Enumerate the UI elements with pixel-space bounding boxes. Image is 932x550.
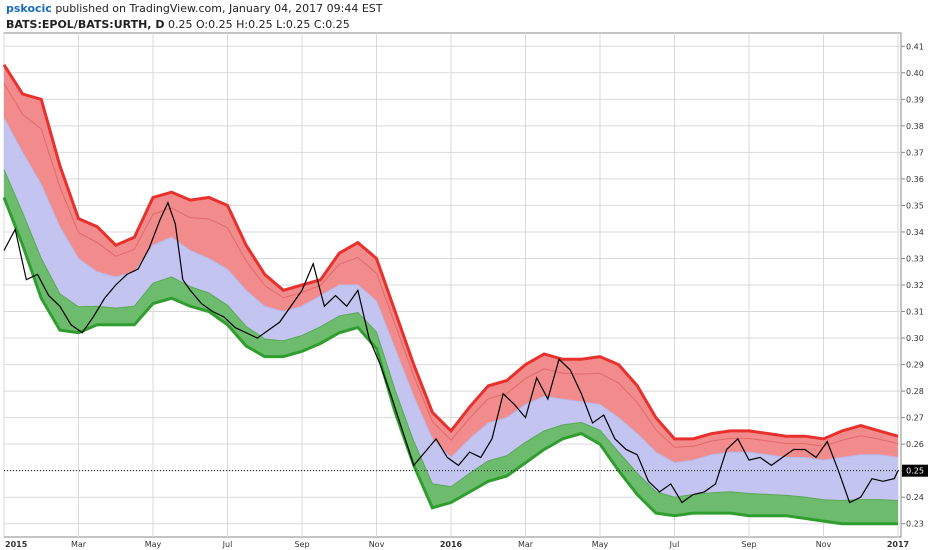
- y-tick-label: 0.39: [906, 95, 924, 104]
- x-tick-label: May: [592, 540, 609, 549]
- x-tick-label: Mar: [518, 540, 534, 549]
- y-tick-label: 0.40: [906, 69, 924, 78]
- x-tick-label: Jul: [222, 540, 233, 549]
- symbol-info: BATS:EPOL/BATS:URTH, D 0.25 O:0.25 H:0.2…: [6, 18, 350, 31]
- x-tick-label: Nov: [816, 540, 832, 549]
- y-tick-label: 0.28: [906, 387, 924, 396]
- y-tick-label: 0.29: [906, 361, 924, 370]
- x-tick-label: 2015: [5, 540, 28, 549]
- y-tick-label: 0.37: [906, 148, 924, 157]
- y-tick-label: 0.34: [906, 228, 924, 237]
- x-tick-label: May: [145, 540, 162, 549]
- y-tick-label: 0.30: [906, 334, 924, 343]
- upper-inner-line: [3, 83, 899, 448]
- y-tick-label: 0.32: [906, 281, 924, 290]
- y-tick-label: 0.35: [906, 201, 924, 210]
- y-tick-label: 0.38: [906, 122, 924, 131]
- envelope-bands: [2, 64, 899, 526]
- lower-band-line: [2, 196, 898, 526]
- x-tick-label: 2016: [440, 540, 463, 549]
- x-tick-label: Jul: [669, 540, 680, 549]
- lower-inner-line: [3, 169, 899, 502]
- symbol-label: BATS:EPOL/BATS:URTH, D: [6, 18, 165, 31]
- x-tick-label: Nov: [369, 540, 385, 549]
- author-link[interactable]: pskocic: [6, 2, 52, 15]
- y-axis-ticks: 0.41 0.40 0.39 0.38 0.37 0.36 0.35 0.34 0.33 0.32…: [901, 42, 924, 529]
- y-tick-label: 0.31: [906, 308, 924, 317]
- y-tick-label: 0.33: [906, 254, 924, 263]
- x-axis-ticks: 2015 Mar May Jul Sep Nov 2016 Mar May Jul Sep Nov 20…: [5, 540, 909, 549]
- price-line: [3, 201, 899, 504]
- y-tick-label: 0.26: [906, 440, 924, 449]
- publish-info: pskocic published on TradingView.com, Ja…: [6, 2, 382, 15]
- last-price-label: 0.25: [906, 467, 924, 476]
- y-tick-label: 0.23: [906, 520, 924, 529]
- last-price-badge: [902, 464, 928, 477]
- x-tick-label: Sep: [294, 540, 309, 549]
- y-tick-label: 0.36: [906, 175, 924, 184]
- publish-text: published on TradingView.com, January 04…: [55, 2, 383, 15]
- y-tick-label: 0.24: [906, 493, 924, 502]
- ohlc-values: 0.25 O:0.25 H:0.25 L:0.25 C:0.25: [167, 18, 350, 31]
- price-series: [3, 201, 899, 504]
- x-tick-label: Mar: [71, 540, 87, 549]
- x-tick-label: Sep: [741, 540, 756, 549]
- y-tick-label: 0.27: [906, 414, 924, 423]
- x-tick-label: 2017: [887, 540, 909, 549]
- y-tick-label: 0.41: [906, 42, 924, 51]
- last-price-marker: 0.25: [4, 464, 928, 477]
- middle-band-area: [4, 117, 898, 524]
- upper-band-line: [2, 64, 899, 441]
- middle-line: [3, 117, 899, 464]
